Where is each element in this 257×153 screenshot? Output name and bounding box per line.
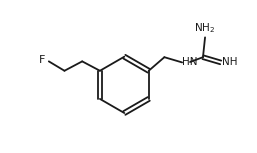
Text: HN: HN xyxy=(182,57,198,67)
Text: F: F xyxy=(39,55,45,65)
Text: NH$_2$: NH$_2$ xyxy=(195,21,216,35)
Text: NH: NH xyxy=(222,57,237,67)
